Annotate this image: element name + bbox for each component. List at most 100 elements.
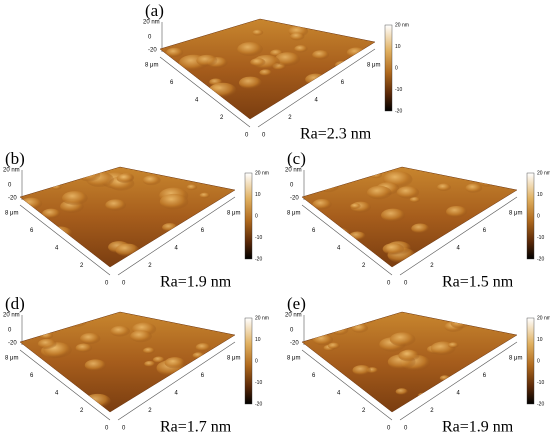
surface-bump xyxy=(381,208,406,222)
panel-label: (a) xyxy=(145,1,164,20)
colorbar-label: 0 xyxy=(255,358,258,364)
left-tick-label: 2 xyxy=(362,263,366,269)
surface-bump xyxy=(498,225,512,233)
right-tick-label: 8 μm xyxy=(227,211,240,217)
roughness-label: Ra=1.5 nm xyxy=(442,274,514,291)
surface-bump xyxy=(493,383,517,397)
surface-bump xyxy=(144,360,156,367)
z-tick-label: -20 xyxy=(148,48,157,54)
surface-bump xyxy=(448,233,469,246)
left-tick-label: 6 xyxy=(312,373,316,379)
left-tick-label: 0 xyxy=(105,426,109,432)
z-tick-label: 0 xyxy=(290,183,294,189)
surface-bump xyxy=(174,93,197,106)
surface-bump xyxy=(346,47,366,58)
left-tick-label: 8 μm xyxy=(287,356,300,362)
right-tick-label: 0 xyxy=(262,133,266,139)
left-tick-label: 6 xyxy=(312,228,316,234)
z-tick-label: -20 xyxy=(290,341,299,347)
left-tick-label: 4 xyxy=(195,98,199,104)
panel-label: (b) xyxy=(5,149,25,168)
surface-bump xyxy=(323,227,351,243)
colorbar-label: -20 xyxy=(255,256,262,262)
z-tick-label: 20 nm xyxy=(143,20,160,26)
right-tick-label: 6 xyxy=(483,373,487,379)
surface-bump xyxy=(84,359,107,372)
surface-bump xyxy=(370,172,383,179)
surface-bump xyxy=(69,317,87,328)
left-tick-label: 0 xyxy=(387,281,391,287)
right-tick-label: 8 μm xyxy=(227,356,240,362)
surface-bump xyxy=(305,379,325,390)
surface-bump xyxy=(417,392,429,399)
right-tick-label: 4 xyxy=(175,246,179,252)
surface-bump xyxy=(442,379,455,387)
panel-label: (e) xyxy=(287,294,306,313)
surface-bump xyxy=(186,184,198,191)
colorbar xyxy=(526,172,535,260)
roughness-label: Ra=2.3 nm xyxy=(300,126,372,143)
surface-bump xyxy=(350,203,361,210)
colorbar-label: 0 xyxy=(395,65,398,71)
colorbar-label: -10 xyxy=(395,87,402,93)
surface-bump xyxy=(398,349,420,362)
right-tick-label: 0 xyxy=(122,426,126,432)
surface-bump xyxy=(194,393,212,404)
left-axis xyxy=(19,349,111,421)
right-tick-label: 2 xyxy=(430,408,434,414)
left-axis xyxy=(159,56,251,128)
surface-bump xyxy=(110,325,131,337)
surface-bump xyxy=(389,332,416,347)
left-tick-label: 0 xyxy=(245,133,249,139)
right-tick-label: 0 xyxy=(404,281,408,287)
surface-bump xyxy=(130,330,152,343)
surface-bump xyxy=(185,241,199,249)
colorbar xyxy=(526,317,535,405)
surface xyxy=(19,311,236,413)
colorbar-label: 0 xyxy=(255,213,258,219)
panel-label: (d) xyxy=(5,294,25,313)
surface-bump xyxy=(166,47,184,58)
surface-bump xyxy=(290,32,305,41)
right-axis xyxy=(117,196,236,276)
colorbar-label: -10 xyxy=(537,235,544,241)
colorbar-label: 10 xyxy=(395,44,401,50)
left-tick-label: 8 μm xyxy=(5,211,18,217)
right-axis xyxy=(117,341,236,421)
colorbar-label: -20 xyxy=(395,108,402,114)
colorbar-label: 20 nm xyxy=(537,315,550,321)
colorbar-label: 10 xyxy=(537,192,543,198)
colorbar xyxy=(244,317,253,405)
surface-bump xyxy=(115,243,140,257)
surface-bump xyxy=(439,375,451,381)
surface-bump xyxy=(41,243,66,256)
left-axis xyxy=(301,204,393,276)
surface-bump xyxy=(199,192,211,199)
left-axis xyxy=(19,204,111,276)
colorbar-label: 20 nm xyxy=(395,22,409,28)
z-tick-label: 20 nm xyxy=(285,313,302,319)
surface-bump xyxy=(178,99,193,108)
surface-bump xyxy=(147,392,175,408)
surface-bump xyxy=(294,45,308,53)
surface-bump xyxy=(436,183,451,192)
surface-bump xyxy=(105,199,127,211)
colorbar-label: -20 xyxy=(255,401,262,407)
roughness-label: Ra=1.7 nm xyxy=(160,419,232,436)
surface-bump xyxy=(209,82,237,98)
surface-bump xyxy=(490,365,504,373)
z-tick-label: -20 xyxy=(290,196,299,202)
right-tick-label: 2 xyxy=(148,263,152,269)
surface-bump xyxy=(165,96,195,113)
left-tick-label: 2 xyxy=(80,263,84,269)
surface-bump xyxy=(80,333,101,345)
left-tick-label: 0 xyxy=(387,426,391,432)
surface-bump xyxy=(142,175,161,186)
right-axis xyxy=(257,48,376,128)
surface-bump xyxy=(78,169,101,182)
left-tick-label: 6 xyxy=(30,373,34,379)
